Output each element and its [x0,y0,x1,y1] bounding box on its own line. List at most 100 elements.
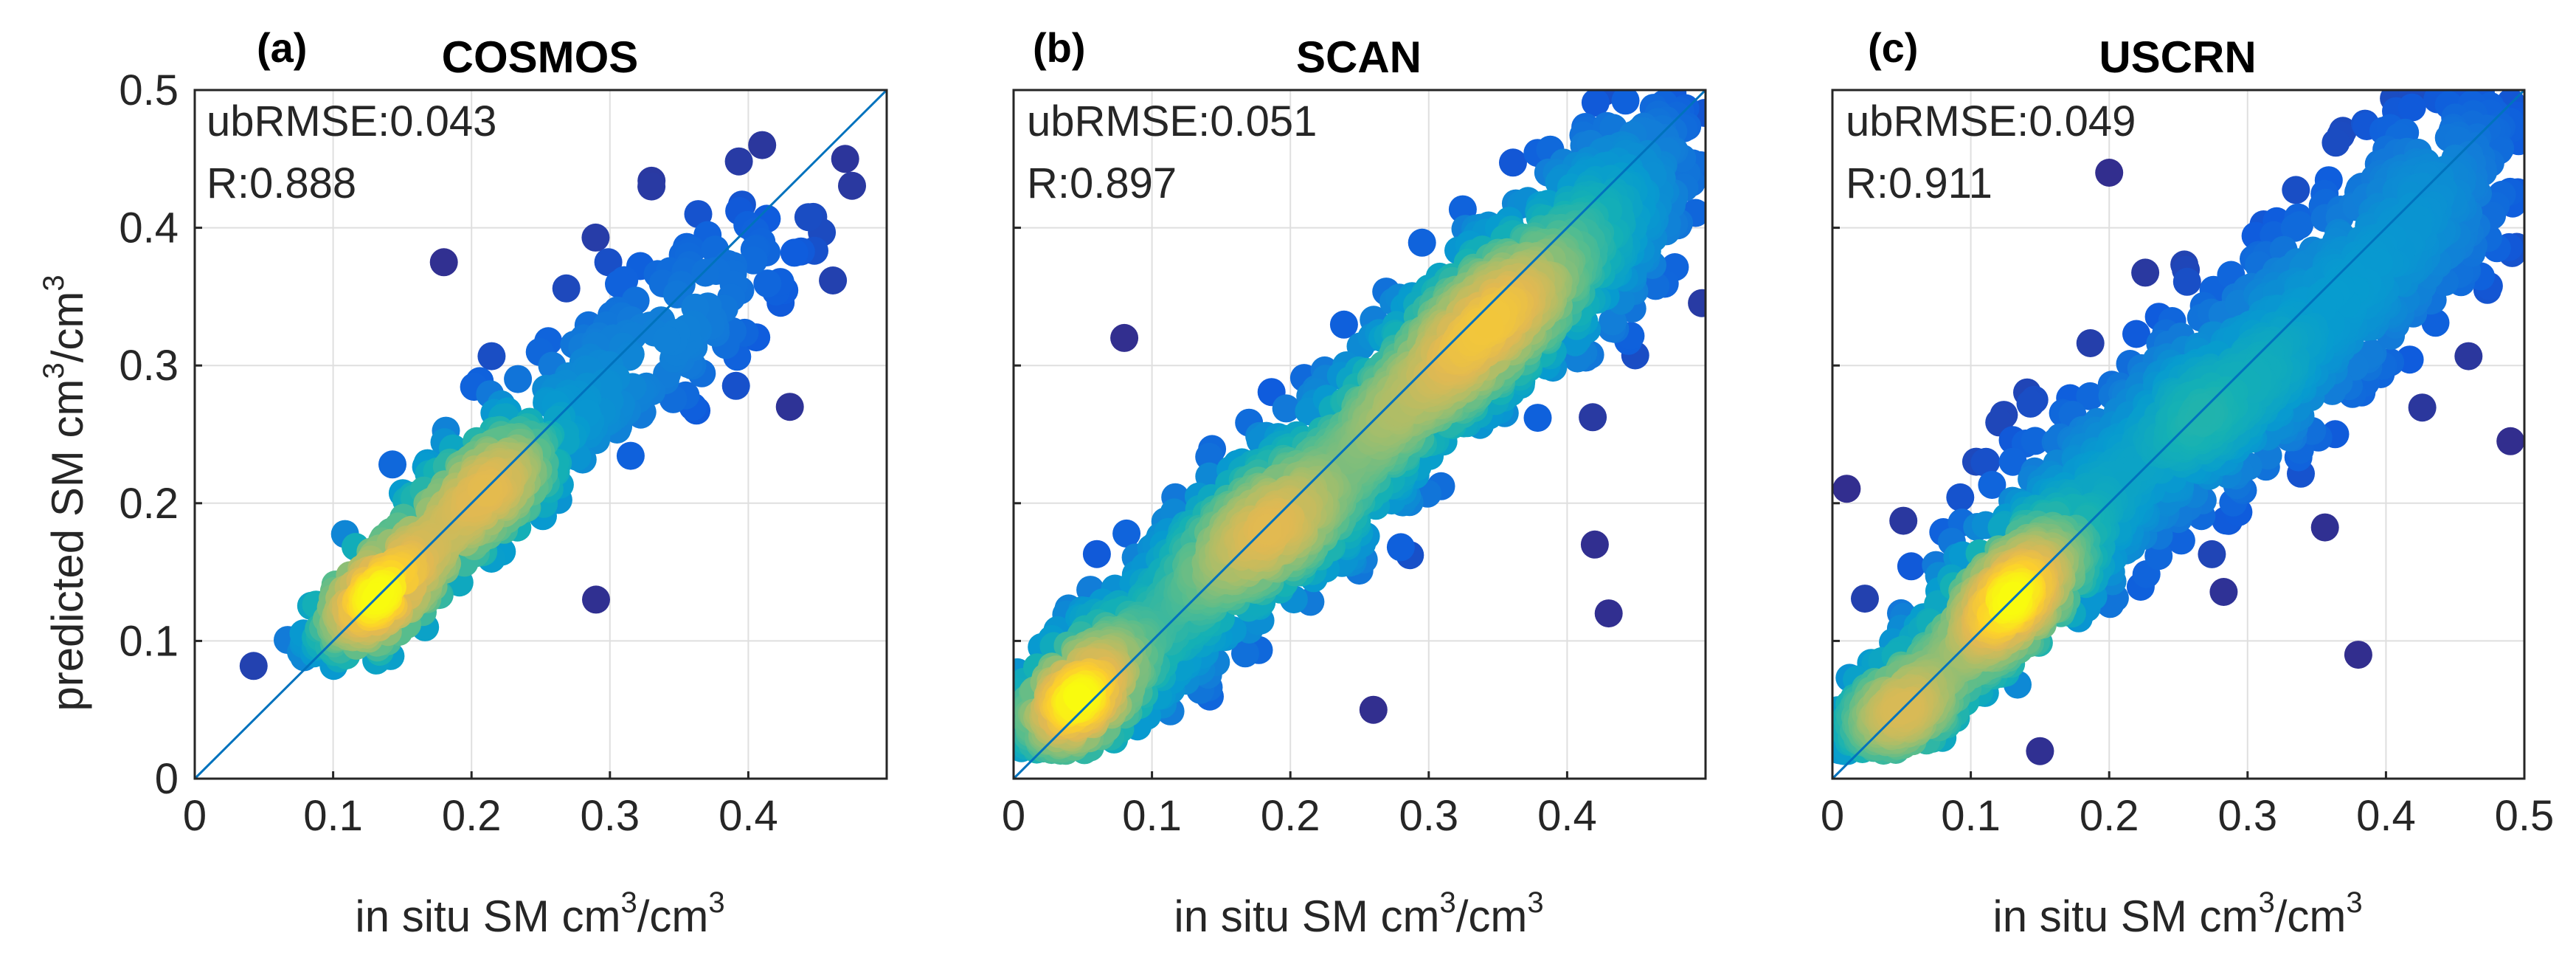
ubrmse-stat: ubRMSE:0.051 [1027,97,1317,145]
scatter-point [1272,394,1301,423]
x-tick-label: 0.1 [303,792,363,840]
x-tick-label: 0.2 [442,792,502,840]
scatter-point [378,450,406,479]
scatter-point [748,131,777,159]
scatter-point [775,393,804,421]
x-axis-label: in situ SM cm3/cm3 [355,886,724,941]
scatter-point [1889,506,1918,535]
scatter-point [2167,526,2195,555]
x-tick-label: 0.4 [1537,792,1597,840]
y-tick-label: 0.5 [119,66,179,114]
scatter-point [429,248,458,277]
scatter-point [1579,403,1607,432]
scatter-point [1386,533,1415,562]
scatter-point [1688,289,1706,317]
scatter-point [1897,552,1925,581]
scatter-point [2310,513,2339,542]
panel-b: 0 0.1 0.2 0.3 0.4 (b) SCAN ubRMSE:0.051 R:0.… [1002,24,1707,941]
scatter-point [2454,342,2483,371]
panel-title: COSMOS [442,32,639,82]
scatter-point [1998,447,2027,476]
scatter-point [1408,228,1436,257]
y-axis-label: predicted SM cm3/cm3 [38,275,92,711]
scatter-point [2198,540,2226,568]
scatter-point [2131,258,2160,287]
scatter-point [239,652,268,680]
scatter-point [581,223,610,252]
scatter-point [2076,329,2105,357]
scatter-point [780,238,809,267]
r-stat: R:0.897 [1027,159,1177,207]
scatter-point [1641,272,1670,300]
scatter-point [1851,585,1879,613]
scatter-point [1946,483,1975,511]
scatter-point [1064,684,1093,713]
scatter-point [2397,93,2426,122]
scatter-point [1359,695,1388,724]
scatter-point [582,585,610,614]
scatter-point [1112,519,1141,548]
scatter-point [691,258,720,287]
scatter-point [794,203,823,232]
x-tick-labels: 0 0.1 0.2 0.3 0.4 [183,771,778,840]
scatter-point [1580,530,1609,559]
scatter-point [721,371,750,400]
scatter-point [1832,475,1861,503]
reference-line [1831,89,2526,780]
scatter-point [2209,578,2238,606]
y-tick-label: 0.1 [119,617,179,665]
y-tick-label: 0.2 [119,480,179,528]
panel-title: SCAN [1296,32,1422,82]
r-stat: R:0.888 [207,159,356,207]
scatter-points [1832,90,2524,765]
scatter-points [239,131,866,680]
scatter-point [1581,90,1610,117]
y-tick-label: 0 [155,755,179,803]
x-tick-label: 0.4 [2356,792,2416,840]
axes-frame [1831,89,2526,780]
scatter-point [2187,399,2216,427]
x-tick-label: 0.2 [2080,792,2139,840]
y-tick-labels: 00.10.20.30.40.5 [119,66,202,803]
scatter-point [2016,389,2045,418]
scatter-point [2496,427,2524,455]
scatter-point [724,147,753,176]
scatter-point [2282,176,2310,204]
scatter-point [1253,514,1282,543]
panel-letter: (a) [257,24,307,71]
scatter-point [2421,309,2450,337]
x-tick-label: 0 [183,792,207,840]
scatter-point [1082,540,1111,568]
x-tick-label: 0.3 [1399,792,1458,840]
scatter-point [477,342,506,371]
x-tick-label: 0.1 [1122,792,1182,840]
scatter-point [753,269,782,298]
x-axis-label: in situ SM cm3/cm3 [1174,886,1543,941]
scatter-point [1329,310,1358,339]
scatter-point [504,365,533,393]
scatter-point [684,200,713,229]
scatter-point [2344,641,2372,669]
scatter-point [594,248,623,277]
x-tick-label: 0 [1002,792,1025,840]
scatter-point [1474,309,1503,338]
scatter-point [819,266,848,294]
axes-frame [1012,89,1707,780]
panel-letter: (c) [1868,24,1918,71]
x-tick-labels: 0 0.1 0.2 0.3 0.4 0.5 [1821,771,2554,840]
scatter-point [471,478,500,507]
x-tick-label: 0.1 [1941,792,2001,840]
scatter-point [2172,267,2201,296]
panel-c: 0 0.1 0.2 0.3 0.4 0.5 (c) USCRN ubRMSE:0.049 … [1821,24,2554,941]
scatter-point [2076,382,2105,410]
x-tick-label: 0.4 [719,792,778,840]
scatter-point [616,441,645,470]
x-tick-labels: 0 0.1 0.2 0.3 0.4 [1002,771,1597,840]
x-tick-label: 0.3 [580,792,640,840]
scatter-point [2026,737,2054,765]
reference-line [1012,89,1707,780]
scatter-points [1014,90,1706,765]
y-tick-label: 0.4 [119,204,179,252]
x-tick-label: 0 [1821,792,1844,840]
